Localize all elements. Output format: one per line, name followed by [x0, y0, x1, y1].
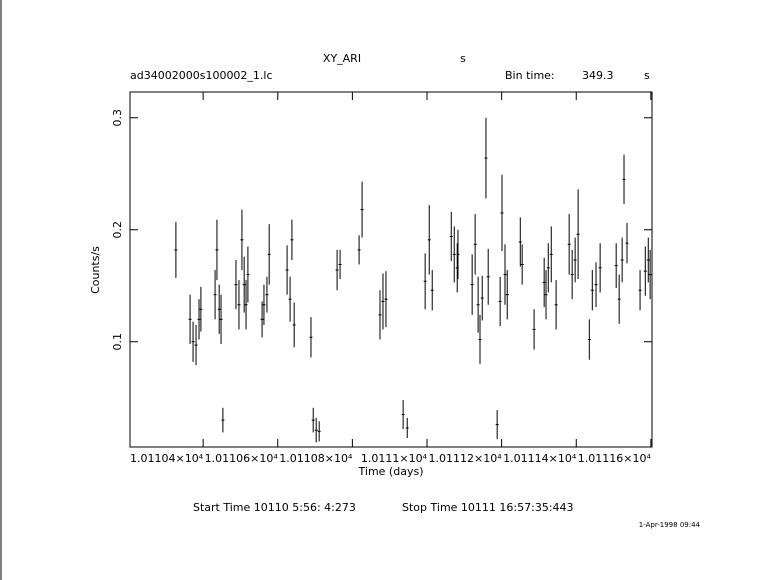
- x-tick-label: 1.0111×10⁴: [361, 452, 428, 465]
- x-tick-label: 1.01106×10⁴: [205, 452, 279, 465]
- chart-title: XY_ARI: [323, 52, 361, 65]
- x-axis-label: Time (days): [358, 465, 424, 478]
- bin-time: 349.3: [582, 69, 614, 82]
- stop-time: Stop Time 10111 16:57:35:443: [402, 501, 574, 514]
- x-tick-label: 1.01104×10⁴: [130, 452, 204, 465]
- date-stamp: 1-Apr-1998 09:44: [639, 521, 701, 529]
- title-unit: s: [460, 52, 466, 65]
- bin-time-label: Bin time:: [505, 69, 555, 82]
- x-tick-label: 1.01116×10⁴: [578, 452, 652, 465]
- y-tick-label: 0.3: [111, 109, 124, 127]
- plot-frame: [129, 91, 653, 448]
- bin-time-unit: s: [644, 69, 650, 82]
- x-tick-label: 1.01112×10⁴: [429, 452, 503, 465]
- y-tick-label: 0.2: [111, 221, 124, 239]
- y-tick-label: 0.1: [111, 333, 124, 351]
- y-axis-label: Counts/s: [89, 246, 102, 294]
- x-tick-label: 1.01108×10⁴: [279, 452, 353, 465]
- x-tick-label: 1.01114×10⁴: [503, 452, 577, 465]
- file-name: ad34002000s100002_1.lc: [130, 69, 273, 82]
- start-time: Start Time 10110 5:56: 4:273: [193, 501, 356, 514]
